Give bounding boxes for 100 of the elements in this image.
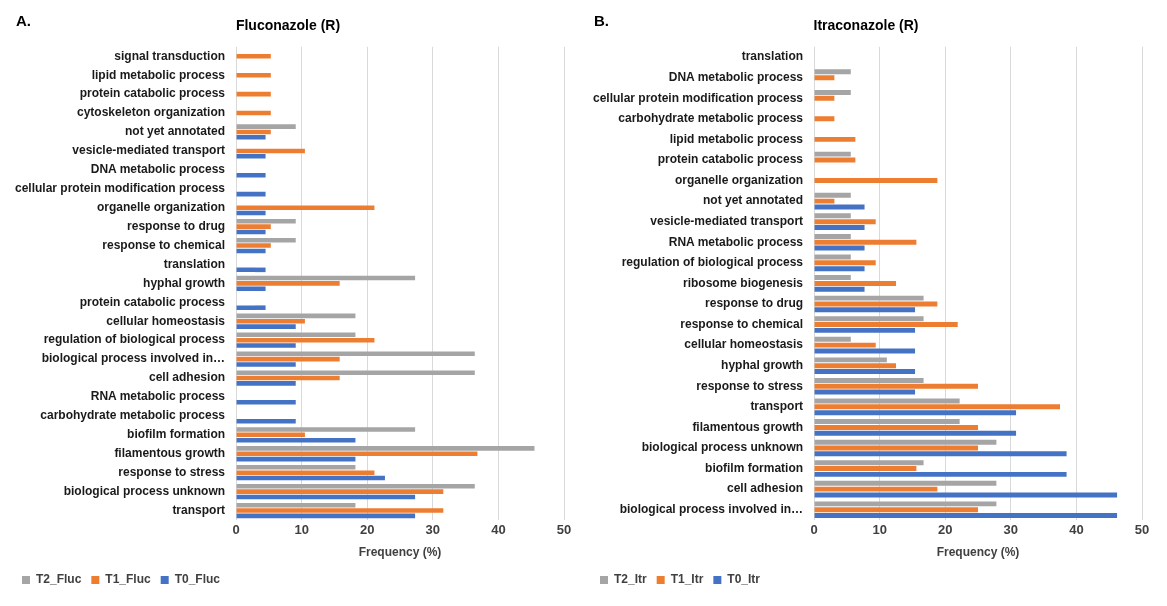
legend-label: T2_Fluc — [36, 572, 82, 587]
x-tick-label: 50 — [556, 522, 572, 538]
bar — [814, 260, 876, 266]
bar — [814, 219, 876, 225]
bar — [236, 286, 266, 292]
y-tick-label: cellular homeostasis — [106, 313, 226, 328]
bar — [236, 135, 266, 140]
y-tick-label: signal transduction — [114, 48, 226, 63]
text: A. — [16, 11, 31, 29]
y-tick-label: cellular homeostasis — [684, 337, 804, 352]
legend-label: T2_Itr — [614, 572, 648, 587]
bar — [236, 370, 475, 375]
bar — [814, 492, 1118, 498]
bar — [814, 363, 897, 369]
y-tick-label: cellular protein modification process — [593, 90, 804, 105]
bar — [814, 336, 851, 342]
y-tick-label: filamentous growth — [114, 446, 226, 461]
x-tick-label: 30 — [425, 522, 441, 538]
y-tick-label: biological process involved in… — [619, 502, 804, 517]
bar — [236, 446, 535, 451]
bar — [814, 377, 924, 383]
bar — [814, 404, 1061, 410]
y-tick-label: response to stress — [118, 464, 226, 479]
y-tick-label: lipid metabolic process — [91, 67, 226, 82]
y-tick-label: protein catabolic process — [79, 294, 226, 309]
bar — [814, 151, 851, 157]
bar — [814, 75, 835, 81]
y-tick-label: filamentous growth — [692, 419, 804, 434]
bar — [814, 430, 1017, 436]
y-tick-label: carbohydrate metabolic process — [40, 408, 226, 423]
bar — [814, 316, 924, 322]
bar — [236, 483, 475, 489]
x-tick-label: 0 — [232, 522, 240, 538]
bar — [814, 89, 851, 95]
y-tick-label: biological process unknown — [641, 440, 804, 455]
bar — [814, 348, 916, 354]
y-tick-label: cell adhesion — [149, 370, 226, 385]
bar — [236, 243, 271, 248]
bar — [236, 427, 416, 432]
chart-title: Fluconazole (R) — [235, 17, 341, 34]
y-tick-label: translation — [163, 256, 226, 271]
y-tick-label: response to chemical — [102, 237, 226, 252]
bar — [236, 381, 296, 386]
bar — [236, 124, 296, 129]
y-tick-label: organelle organization — [97, 200, 226, 214]
bar — [236, 508, 444, 513]
bar — [814, 245, 865, 251]
y-tick-label: DNA metabolic process — [90, 162, 226, 177]
bar — [236, 362, 296, 367]
y-tick-label: not yet annotated — [125, 124, 226, 139]
y-tick-label: regulation of biological process — [621, 255, 804, 270]
y-tick-label: vesicle-mediated transport — [650, 213, 804, 228]
y-tick-label: not yet annotated — [703, 193, 804, 208]
bar — [814, 307, 916, 313]
x-tick-label: 40 — [491, 522, 506, 538]
bar — [814, 280, 897, 286]
bar — [814, 507, 979, 513]
bar — [814, 157, 856, 163]
bar — [814, 369, 916, 374]
bar — [814, 286, 865, 292]
y-tick-label: ribosome biogenesis — [683, 275, 804, 290]
x-tick-label: 10 — [294, 522, 309, 538]
bar — [814, 233, 851, 239]
bar — [814, 198, 835, 204]
bar — [814, 471, 1067, 477]
y-tick-label: biological process unknown — [63, 483, 226, 498]
y-tick-label: translation — [741, 49, 804, 64]
y-tick-label: transport — [172, 502, 226, 517]
bar — [814, 513, 1118, 519]
bar — [814, 322, 958, 328]
x-tick-label: 10 — [872, 522, 887, 538]
bar — [236, 470, 375, 475]
x-tick-label: 40 — [1069, 522, 1084, 538]
bar — [236, 451, 478, 457]
bar — [814, 383, 979, 389]
y-tick-label: organelle organization — [675, 172, 804, 187]
legend-label: T1_Itr — [670, 572, 704, 587]
bar — [814, 301, 938, 307]
bar — [814, 95, 835, 101]
legend-label: T0_Itr — [727, 572, 761, 587]
bar — [814, 213, 851, 219]
bar — [814, 486, 938, 492]
bar — [814, 178, 938, 184]
bar — [814, 69, 851, 75]
bar — [814, 342, 876, 348]
y-tick-label: transport — [750, 399, 804, 414]
bar — [814, 136, 856, 142]
bar — [814, 357, 887, 363]
y-tick-label: hyphal growth — [143, 275, 226, 290]
bar — [814, 266, 865, 272]
bar — [236, 324, 296, 329]
bar — [236, 281, 340, 286]
bar — [814, 501, 997, 507]
y-tick-label: RNA metabolic process — [668, 234, 804, 249]
bar — [236, 153, 266, 159]
x-axis-title: Frequency (%) — [358, 545, 442, 560]
y-tick-label: hyphal growth — [721, 358, 804, 373]
bar — [814, 410, 1017, 416]
y-tick-label: response to stress — [696, 378, 804, 393]
y-tick-label: lipid metabolic process — [669, 131, 804, 146]
